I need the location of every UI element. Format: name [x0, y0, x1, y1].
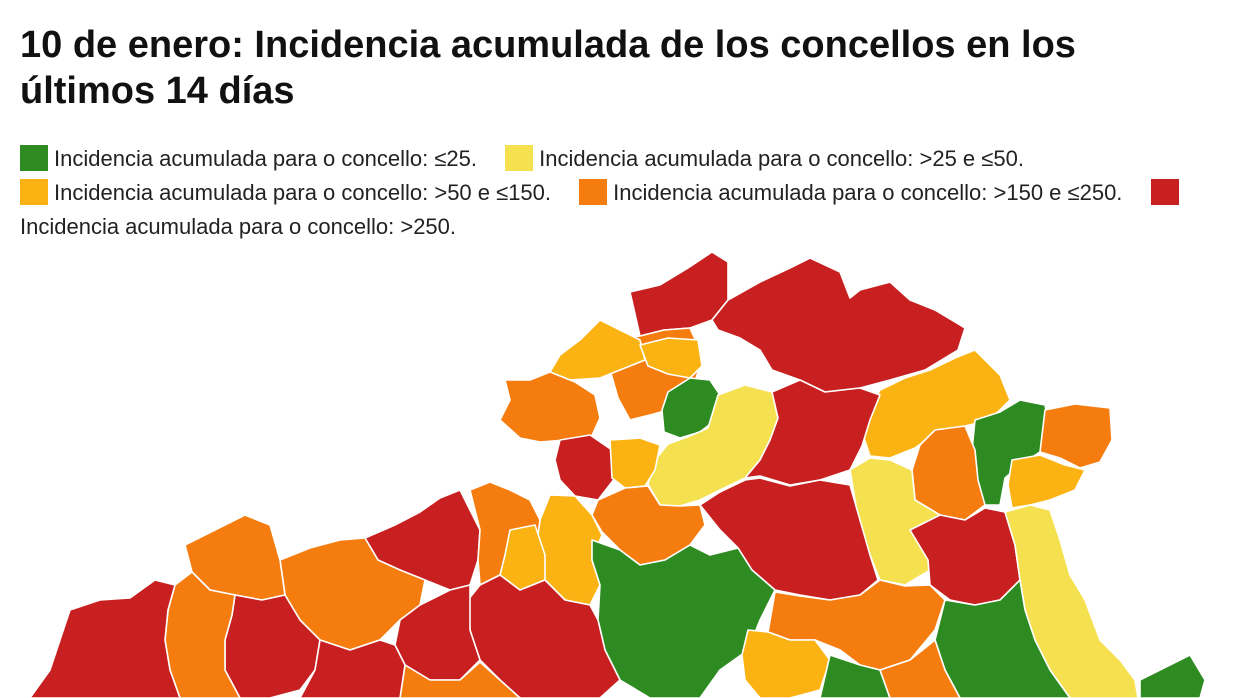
legend: Incidencia acumulada para o concello: ≤2…: [20, 142, 1220, 244]
legend-item-150-250: Incidencia acumulada para o concello: >1…: [579, 179, 1123, 205]
legend-label-150-250: Incidencia acumulada para o concello: >1…: [613, 180, 1123, 205]
municipality-region[interactable]: [1039, 403, 1113, 469]
legend-swatch-yellow: [505, 145, 534, 171]
municipality-region[interactable]: [711, 257, 966, 393]
map-title: 10 de enero: Incidencia acumulada de los…: [20, 24, 1076, 112]
municipality-region[interactable]: [1139, 654, 1206, 698]
municipality-region[interactable]: [549, 319, 646, 381]
municipality-region[interactable]: [29, 579, 181, 698]
legend-item-le25: Incidencia acumulada para o concello: ≤2…: [20, 145, 478, 171]
legend-label-25-50: Incidencia acumulada para o concello: >2…: [539, 146, 1024, 171]
municipality-region[interactable]: [1007, 454, 1086, 509]
legend-item-50-150: Incidencia acumulada para o concello: >5…: [20, 179, 552, 205]
municipality-region[interactable]: [639, 337, 703, 379]
municipality-region[interactable]: [299, 639, 406, 698]
legend-label-le25: Incidencia acumulada para o concello: ≤2…: [54, 146, 478, 171]
legend-label-gt250: Incidencia acumulada para o concello: >2…: [20, 214, 457, 239]
municipality-region[interactable]: [499, 371, 601, 443]
municipality-region[interactable]: [591, 485, 706, 566]
legend-swatch-red: [1150, 179, 1179, 205]
legend-item-gt250: Incidencia acumulada para o concello: >2…: [20, 179, 1185, 239]
municipality-region[interactable]: [741, 629, 831, 698]
municipality-region[interactable]: [554, 434, 616, 501]
legend-swatch-orange: [579, 179, 608, 205]
legend-swatch-green: [20, 145, 48, 171]
legend-swatch-amber: [20, 179, 48, 205]
municipality-region[interactable]: [609, 437, 661, 489]
municipality-region[interactable]: [744, 379, 881, 486]
legend-label-50-150: Incidencia acumulada para o concello: >5…: [54, 180, 552, 205]
choropleth-map: [29, 251, 1206, 698]
municipality-region[interactable]: [399, 661, 521, 698]
legend-item-25-50: Incidencia acumulada para o concello: >2…: [505, 145, 1024, 171]
municipality-region[interactable]: [879, 639, 961, 698]
